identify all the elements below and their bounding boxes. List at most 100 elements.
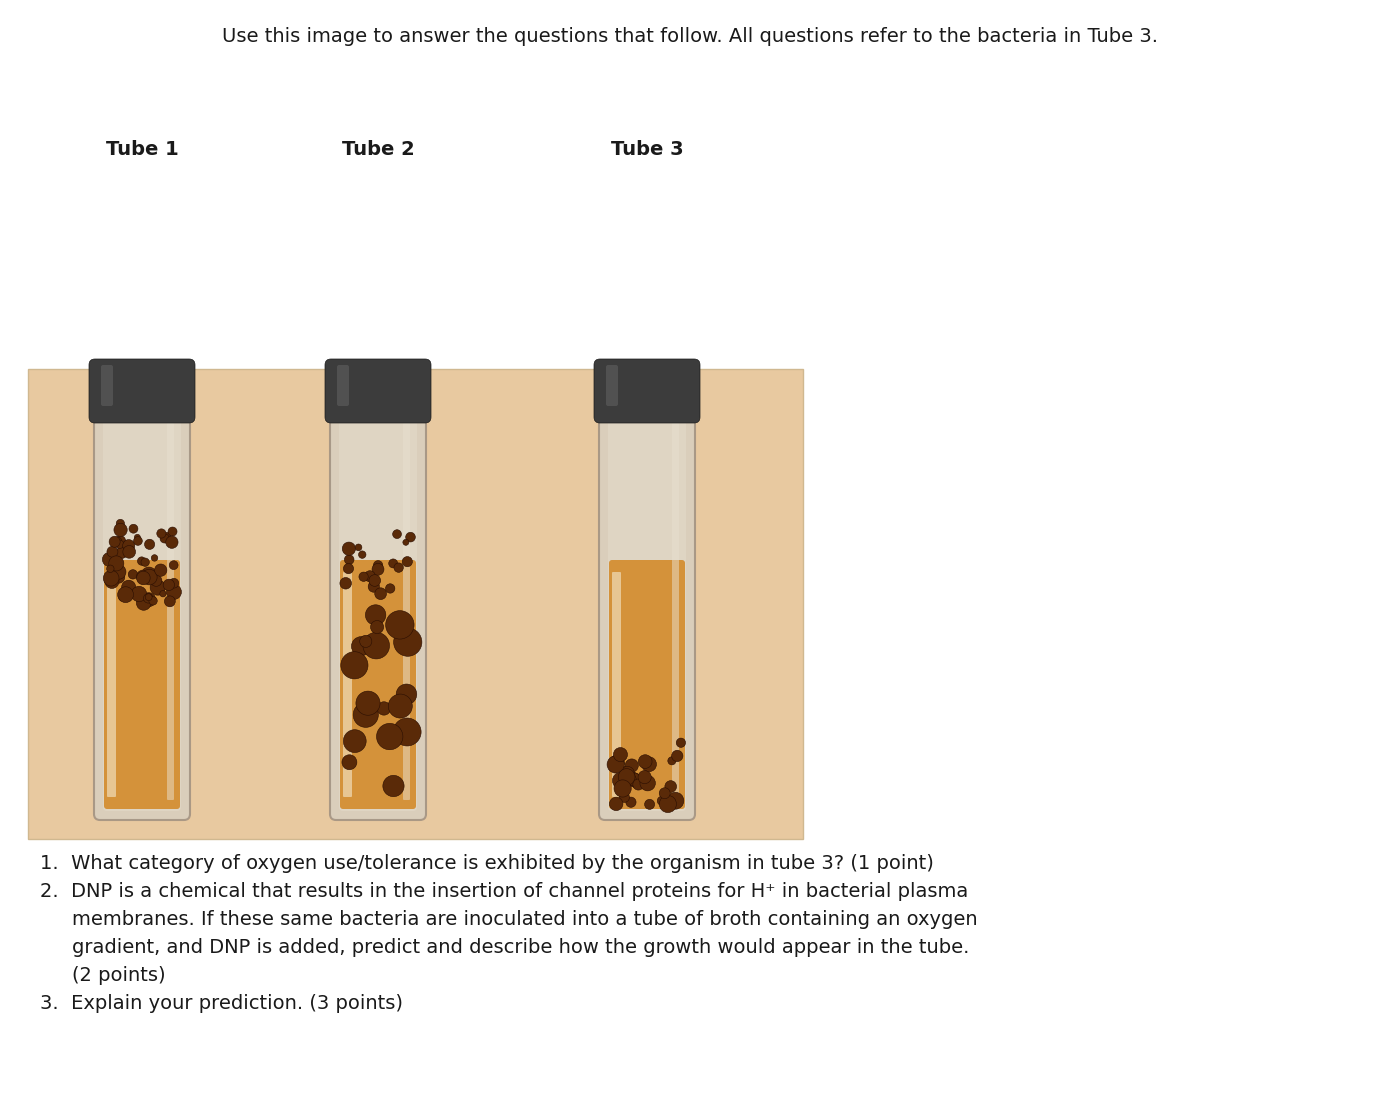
Text: gradient, and DNP is added, predict and describe how the growth would appear in : gradient, and DNP is added, predict and … [72, 938, 969, 957]
Circle shape [382, 775, 404, 796]
Circle shape [667, 792, 684, 810]
Circle shape [625, 759, 639, 772]
Circle shape [614, 780, 631, 797]
Text: Tube 3: Tube 3 [611, 140, 683, 159]
FancyBboxPatch shape [606, 365, 618, 406]
Circle shape [123, 540, 134, 551]
FancyBboxPatch shape [344, 572, 352, 797]
Circle shape [672, 751, 683, 762]
Circle shape [160, 533, 170, 543]
Text: (2 points): (2 points) [72, 966, 166, 985]
Text: Tube 1: Tube 1 [106, 140, 178, 159]
Circle shape [141, 567, 156, 582]
Circle shape [170, 561, 178, 570]
Circle shape [620, 766, 635, 781]
Circle shape [119, 593, 126, 601]
Circle shape [138, 557, 146, 566]
Circle shape [344, 563, 353, 573]
Text: Use this image to answer the questions that follow. All questions refer to the b: Use this image to answer the questions t… [222, 27, 1158, 45]
Circle shape [134, 535, 141, 540]
Circle shape [163, 579, 174, 591]
FancyBboxPatch shape [339, 560, 415, 808]
Circle shape [639, 755, 651, 769]
Circle shape [116, 519, 124, 528]
Circle shape [393, 563, 403, 572]
Circle shape [345, 554, 355, 564]
FancyBboxPatch shape [403, 423, 410, 800]
Circle shape [106, 547, 117, 557]
Circle shape [109, 556, 124, 571]
Circle shape [137, 596, 150, 610]
Circle shape [676, 739, 686, 747]
Text: 1.  What category of oxygen use/tolerance is exhibited by the organism in tube 3: 1. What category of oxygen use/tolerance… [40, 854, 934, 873]
Circle shape [406, 532, 415, 542]
Circle shape [115, 523, 127, 537]
Circle shape [121, 580, 135, 594]
Circle shape [102, 552, 116, 567]
Circle shape [613, 747, 628, 762]
Circle shape [366, 604, 386, 625]
Circle shape [668, 756, 676, 765]
Circle shape [393, 718, 421, 746]
FancyBboxPatch shape [108, 572, 116, 797]
Circle shape [150, 574, 161, 587]
Circle shape [109, 537, 120, 547]
Circle shape [374, 560, 382, 570]
FancyBboxPatch shape [609, 560, 684, 808]
FancyBboxPatch shape [599, 403, 696, 820]
Circle shape [157, 529, 166, 538]
Circle shape [116, 536, 126, 546]
Circle shape [137, 571, 150, 584]
Circle shape [396, 684, 417, 704]
Circle shape [342, 542, 356, 556]
Circle shape [124, 593, 131, 601]
Circle shape [112, 571, 124, 583]
Circle shape [128, 525, 138, 533]
Circle shape [141, 558, 149, 567]
Circle shape [149, 597, 157, 606]
Circle shape [665, 781, 676, 793]
Circle shape [152, 554, 157, 561]
Circle shape [363, 632, 389, 659]
Circle shape [607, 756, 624, 773]
FancyBboxPatch shape [330, 403, 426, 820]
Circle shape [640, 775, 656, 791]
FancyBboxPatch shape [609, 413, 686, 811]
Circle shape [621, 766, 629, 775]
Circle shape [385, 583, 395, 593]
Circle shape [168, 592, 177, 600]
Circle shape [627, 797, 636, 807]
Circle shape [116, 548, 127, 559]
Circle shape [393, 530, 402, 539]
Circle shape [610, 797, 622, 811]
Circle shape [360, 635, 371, 648]
Circle shape [155, 564, 167, 577]
FancyBboxPatch shape [104, 413, 181, 811]
Text: Tube 2: Tube 2 [342, 140, 414, 159]
Circle shape [170, 579, 179, 588]
Text: 3.  Explain your prediction. (3 points): 3. Explain your prediction. (3 points) [40, 994, 403, 1013]
Circle shape [123, 546, 135, 558]
Circle shape [359, 551, 366, 558]
Circle shape [355, 545, 362, 551]
Circle shape [403, 539, 408, 546]
FancyBboxPatch shape [28, 369, 803, 840]
Circle shape [618, 769, 635, 785]
Circle shape [167, 584, 181, 600]
Text: 2.  DNP is a chemical that results in the insertion of channel proteins for H⁺ i: 2. DNP is a chemical that results in the… [40, 882, 969, 901]
FancyBboxPatch shape [672, 423, 679, 800]
FancyBboxPatch shape [611, 572, 621, 797]
Circle shape [633, 779, 644, 790]
FancyBboxPatch shape [101, 365, 113, 406]
Circle shape [368, 574, 381, 587]
FancyBboxPatch shape [104, 560, 179, 808]
Circle shape [339, 578, 352, 589]
Circle shape [112, 564, 126, 579]
Circle shape [638, 771, 651, 784]
Circle shape [660, 787, 671, 798]
Circle shape [631, 776, 644, 788]
Circle shape [123, 540, 135, 551]
FancyBboxPatch shape [88, 359, 195, 423]
Circle shape [353, 702, 378, 728]
FancyBboxPatch shape [337, 365, 349, 406]
